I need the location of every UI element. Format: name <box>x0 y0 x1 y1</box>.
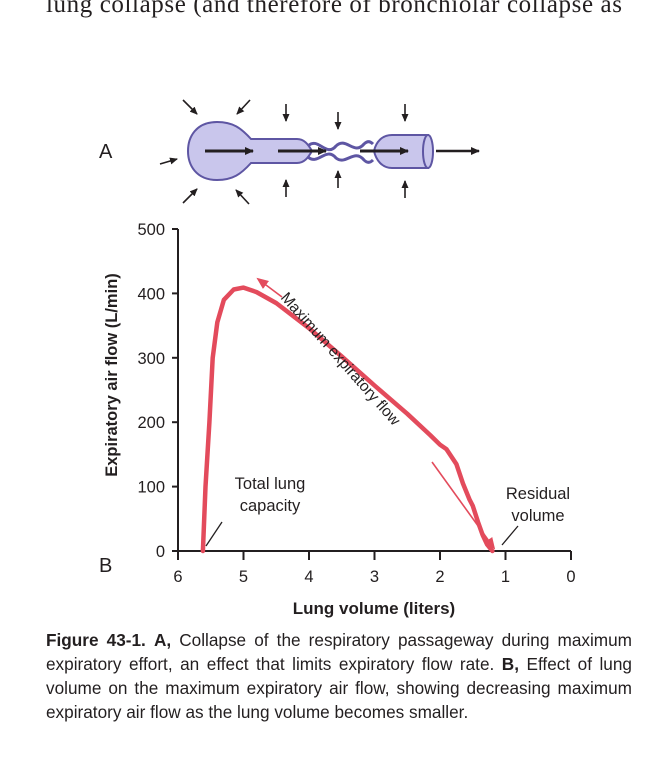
max-flow-arrow-lower <box>431 461 496 550</box>
figure: A B 0 100 2 0 <box>99 99 576 618</box>
x-tick-label: 2 <box>435 568 444 586</box>
panel-b-label: B <box>99 555 112 577</box>
pressure-arrows <box>159 99 409 205</box>
collapsed-segment <box>306 140 375 152</box>
max-flow-label: Maximum expiratory flow <box>277 289 404 429</box>
y-tick-label: 200 <box>137 414 165 432</box>
airway-diagram <box>159 99 480 205</box>
rv-label-line1: Residual <box>506 485 570 503</box>
caption-a-label: A, <box>153 630 172 650</box>
x-tick-label: 1 <box>501 568 510 586</box>
x-tick-label: 5 <box>239 568 248 586</box>
x-tick-label: 4 <box>304 568 313 586</box>
rv-label-line2: volume <box>511 507 564 525</box>
airway-tube-opening <box>422 134 434 169</box>
collapsed-segment-lower <box>306 152 375 164</box>
y-tick-label: 0 <box>156 543 165 561</box>
y-tick-label: 300 <box>137 350 165 368</box>
x-axis-label: Lung volume (liters) <box>293 599 455 618</box>
caption-a-text: Collapse of the respiratory passageway d… <box>46 630 632 674</box>
x-tick-label: 3 <box>370 568 379 586</box>
caption-b-text: Effect of lung volume on the maximum exp… <box>46 654 632 722</box>
x-tick-label: 6 <box>173 568 182 586</box>
caption-b-label: B, <box>501 654 519 674</box>
panel-a-label: A <box>99 141 113 163</box>
rv-leader <box>501 525 519 546</box>
y-tick-label: 400 <box>137 285 165 303</box>
max-flow-arrow-upper <box>256 277 283 298</box>
tlc-label-line1: Total lung <box>235 475 306 493</box>
figure-caption: Figure 43-1. A, Collapse of the respirat… <box>46 628 632 724</box>
x-tick-label: 0 <box>566 568 575 586</box>
tlc-leader <box>205 521 223 547</box>
page-text-line: lung collapse (and therefore of bronchio… <box>46 0 646 20</box>
max-expiratory-flow-curve <box>200 285 495 554</box>
caption-figure-label: Figure 43-1. <box>46 630 146 650</box>
y-tick-label: 100 <box>137 479 165 497</box>
y-axis-label: Expiratory air flow (L/min) <box>103 273 121 477</box>
tlc-label-line2: capacity <box>240 497 301 515</box>
flow-volume-chart: 0 100 200 300 400 500 6 5 4 3 2 1 0 Expiratory air … <box>103 221 576 618</box>
y-tick-label: 500 <box>137 221 165 239</box>
header-text: lung collapse (and therefore of bronchio… <box>46 0 623 18</box>
